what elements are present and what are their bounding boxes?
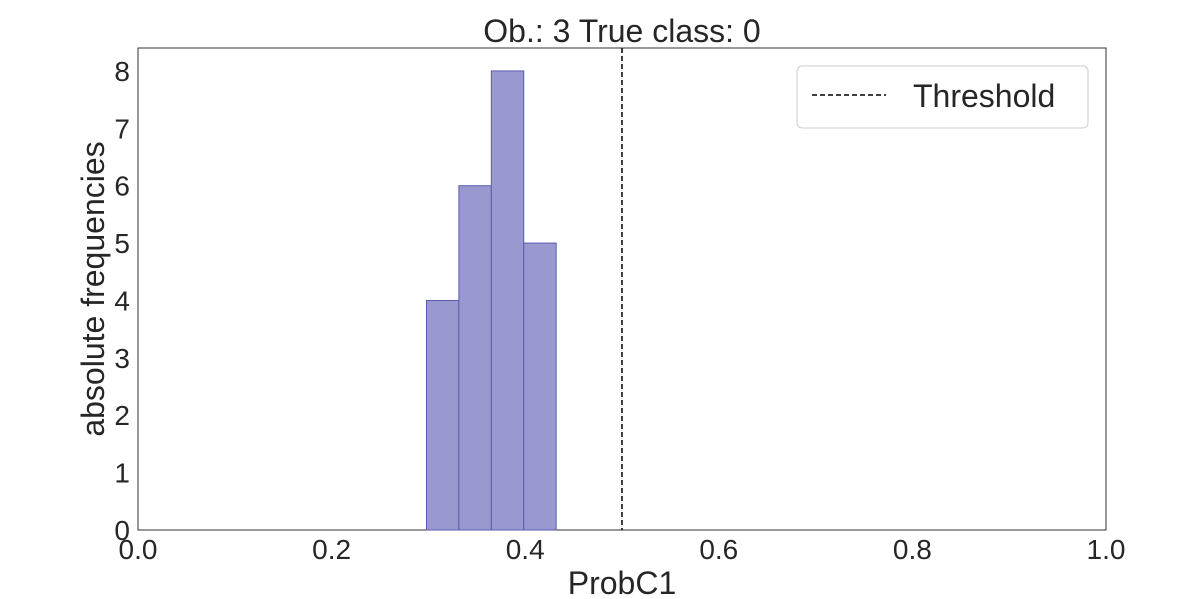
y-tick-label: 0 [114, 515, 130, 546]
histogram-bar-0 [425, 299, 460, 531]
x-tick-labels: 0.0 0.2 0.4 0.6 0.8 1.0 [119, 534, 1126, 565]
x-tick-label: 0.8 [893, 534, 932, 565]
x-tick-label: 0.0 [119, 534, 158, 565]
y-tick-label: 7 [114, 113, 130, 144]
x-tick-label: 0.2 [312, 534, 351, 565]
y-axis-label: absolute frequencies [75, 141, 111, 436]
legend: Threshold [796, 65, 1089, 129]
histogram-bars [425, 70, 557, 531]
histogram-bar-3 [523, 242, 557, 531]
histogram-bar-2 [490, 70, 525, 531]
y-tick-label: 1 [114, 458, 130, 489]
chart-title: Ob.: 3 True class: 0 [483, 13, 760, 49]
histogram-bar-1 [458, 185, 492, 531]
y-tick-label: 5 [114, 228, 130, 259]
y-tick-label: 6 [114, 171, 130, 202]
y-tick-label: 3 [114, 343, 130, 374]
y-tick-labels: 0 1 2 3 4 5 6 7 8 [114, 56, 130, 546]
legend-box [796, 65, 1089, 129]
y-tick-label: 2 [114, 400, 130, 431]
x-tick-label: 0.6 [699, 534, 738, 565]
y-tick-label: 4 [114, 285, 130, 316]
legend-threshold-label: Threshold [913, 78, 1055, 114]
x-tick-label: 1.0 [1087, 534, 1126, 565]
y-tick-label: 8 [114, 56, 130, 87]
x-axis-label: ProbC1 [568, 565, 677, 599]
x-tick-label: 0.4 [506, 534, 545, 565]
